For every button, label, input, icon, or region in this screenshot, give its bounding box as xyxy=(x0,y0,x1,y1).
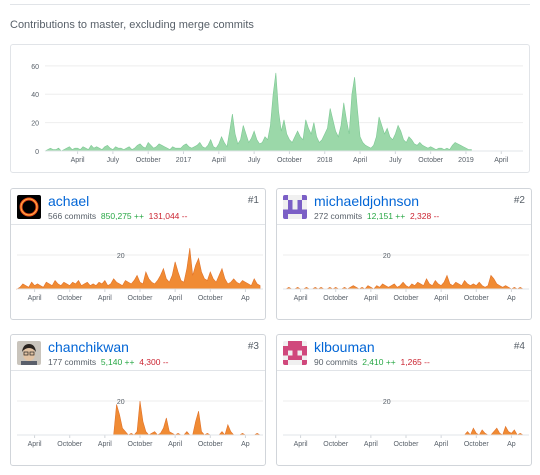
x-tick-label: April xyxy=(168,441,182,448)
contributor-chart-michaeldjohnson: 20 April October April October April October Ap xyxy=(283,253,529,302)
main-chart-svg: 0 20 40 60 April July October 2017 April July Octo… xyxy=(31,64,523,164)
y-tick-label: 60 xyxy=(31,64,39,71)
commit-count[interactable]: 90 commits xyxy=(314,357,358,367)
page-heading: Contributions to master, excluding merge… xyxy=(10,19,254,31)
y-tick-label: 0 xyxy=(35,149,39,156)
x-tick-label: 2018 xyxy=(317,157,333,164)
card-header: michaeldjohnson 272 commits 12,151 ++ 2,… xyxy=(277,189,531,225)
series-area xyxy=(44,72,472,152)
deletions-count: 131,044 -- xyxy=(148,211,188,221)
x-tick-label: October xyxy=(128,295,154,302)
contributor-card-michaeldjohnson: michaeldjohnson 272 commits 12,151 ++ 2,… xyxy=(276,188,532,320)
x-tick-label: Ap xyxy=(241,295,250,302)
x-tick-label: July xyxy=(248,157,261,164)
y-tick-label: 20 xyxy=(117,399,125,406)
x-tick-label: October xyxy=(323,441,349,448)
contributor-chart-achael: 20 April October April October April October Ap xyxy=(15,248,263,302)
contributor-stats: 272 commits 12,151 ++ 2,328 -- xyxy=(314,211,439,221)
pink-identicon-avatar[interactable] xyxy=(283,341,307,365)
series-area xyxy=(283,274,527,290)
x-tick-label: October xyxy=(136,157,162,164)
contributor-stats: 177 commits 5,140 ++ 4,300 -- xyxy=(48,357,169,367)
x-tick-label: 2017 xyxy=(176,157,192,164)
rank-badge: #2 xyxy=(513,195,525,206)
contributor-username[interactable]: chanchikwan xyxy=(48,339,129,355)
x-tick-label: July xyxy=(107,157,120,164)
contributor-card-chanchikwan: chanchikwan 177 commits 5,140 ++ 4,300 -… xyxy=(10,334,266,466)
contributor-username[interactable]: achael xyxy=(48,193,90,209)
contributor-card-klbouman: klbouman 90 commits 2,410 ++ 1,265 -- #4… xyxy=(276,334,532,466)
commit-count[interactable]: 566 commits xyxy=(48,211,97,221)
y-tick-label: 20 xyxy=(383,253,391,260)
deletions-count: 1,265 -- xyxy=(400,357,430,367)
x-tick-label: Ap xyxy=(507,295,516,302)
x-tick-label: April xyxy=(364,441,378,448)
commit-count[interactable]: 272 commits xyxy=(314,211,363,221)
series-area xyxy=(15,248,261,290)
x-tick-label: October xyxy=(128,441,154,448)
card-header: achael 566 commits 850,275 ++ 131,044 --… xyxy=(11,189,265,225)
x-tick-label: April xyxy=(28,441,42,448)
commit-count[interactable]: 177 commits xyxy=(48,357,97,367)
main-contributions-chart: 0 20 40 60 April July October 2017 April July Octo… xyxy=(10,44,530,173)
black-hole-avatar[interactable] xyxy=(17,195,41,219)
contributor-username[interactable]: klbouman xyxy=(314,339,375,355)
x-tick-label: April xyxy=(364,295,378,302)
top-divider xyxy=(10,4,530,5)
deletions-count: 2,328 -- xyxy=(409,211,440,221)
card-header: chanchikwan 177 commits 5,140 ++ 4,300 -… xyxy=(11,335,265,371)
x-tick-label: April xyxy=(98,441,112,448)
additions-count: 12,151 ++ xyxy=(366,211,406,221)
x-tick-label: April xyxy=(353,157,367,164)
x-tick-label: April xyxy=(294,441,308,448)
x-tick-label: October xyxy=(57,441,83,448)
deletions-count: 4,300 -- xyxy=(139,357,169,367)
y-tick-label: 40 xyxy=(31,92,39,99)
rank-badge: #1 xyxy=(247,195,259,206)
x-tick-label: April xyxy=(494,157,508,164)
x-tick-label: April xyxy=(28,295,42,302)
x-tick-label: 2019 xyxy=(458,157,474,164)
x-tick-label: April xyxy=(168,295,182,302)
x-tick-label: October xyxy=(57,295,83,302)
x-tick-label: October xyxy=(464,295,490,302)
x-tick-label: October xyxy=(198,441,224,448)
series-area xyxy=(17,400,262,436)
x-tick-label: October xyxy=(394,295,420,302)
contributor-chart-klbouman: 20 April October April October April October Ap xyxy=(283,399,529,448)
additions-count: 5,140 ++ xyxy=(100,357,135,367)
series-area xyxy=(283,425,527,436)
x-tick-label: October xyxy=(198,295,224,302)
x-tick-label: April xyxy=(434,441,448,448)
x-tick-label: Ap xyxy=(241,441,250,448)
photo-avatar[interactable] xyxy=(17,341,41,365)
contributor-stats: 90 commits 2,410 ++ 1,265 -- xyxy=(314,357,430,367)
purple-identicon-avatar[interactable] xyxy=(283,195,307,219)
x-tick-label: October xyxy=(394,441,420,448)
rank-badge: #3 xyxy=(247,341,259,352)
x-tick-label: April xyxy=(434,295,448,302)
x-tick-label: October xyxy=(323,295,349,302)
contributor-chart-chanchikwan: 20 April October April October April October Ap xyxy=(17,399,263,448)
x-tick-label: Ap xyxy=(507,441,516,448)
y-tick-label: 20 xyxy=(117,253,125,260)
x-tick-label: April xyxy=(294,295,308,302)
card-header: klbouman 90 commits 2,410 ++ 1,265 -- #4 xyxy=(277,335,531,371)
y-tick-label: 20 xyxy=(31,121,39,128)
contributor-username[interactable]: michaeldjohnson xyxy=(314,193,420,209)
additions-count: 2,410 ++ xyxy=(362,357,396,367)
x-tick-label: July xyxy=(389,157,402,164)
x-tick-label: October xyxy=(464,441,490,448)
rank-badge: #4 xyxy=(513,341,525,352)
x-tick-label: April xyxy=(98,295,112,302)
x-tick-label: October xyxy=(277,157,303,164)
x-tick-label: October xyxy=(418,157,444,164)
y-tick-label: 20 xyxy=(383,399,391,406)
x-tick-label: April xyxy=(71,157,85,164)
x-tick-label: April xyxy=(212,157,226,164)
contributor-card-achael: achael 566 commits 850,275 ++ 131,044 --… xyxy=(10,188,266,320)
additions-count: 850,275 ++ xyxy=(100,211,144,221)
contributor-stats: 566 commits 850,275 ++ 131,044 -- xyxy=(48,211,187,221)
